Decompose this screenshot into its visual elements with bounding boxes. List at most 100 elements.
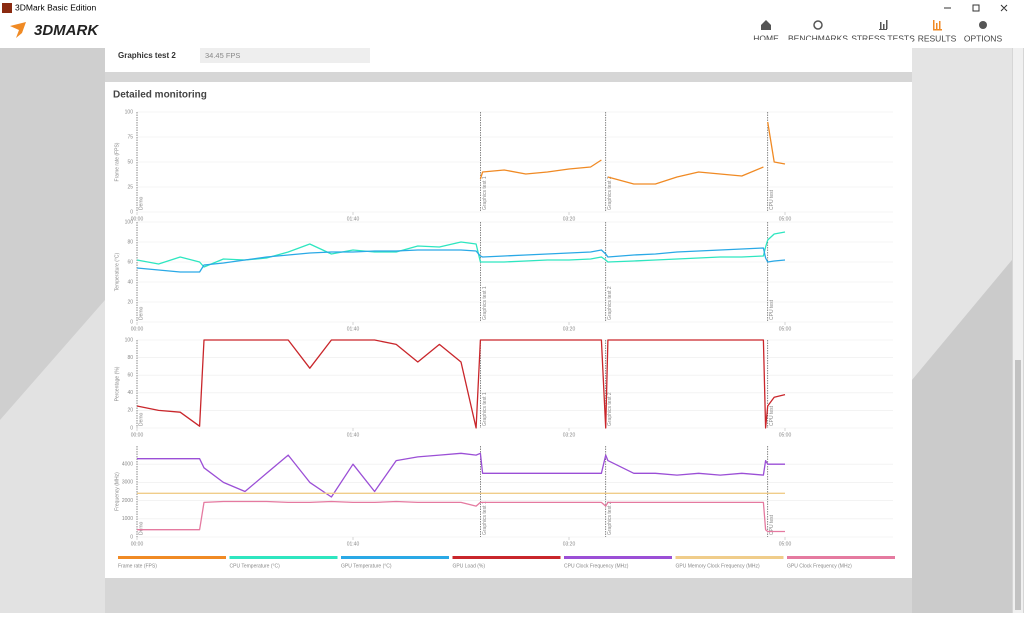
legend-swatch	[452, 556, 561, 559]
legend-swatch	[675, 556, 784, 559]
y-tick-label: 60	[127, 373, 133, 379]
y-tick-label: 3000	[122, 480, 133, 486]
phase-label: Graphics test 1	[482, 176, 488, 210]
y-axis-label: Frequency (MHz)	[114, 472, 120, 511]
x-tick-label: 05:00	[779, 216, 792, 222]
nav-item[interactable]: HOME	[753, 33, 779, 43]
nav-item[interactable]: OPTIONS	[964, 33, 1003, 43]
phase-label: CPU test	[769, 405, 775, 426]
phase-label: Graphics test 2	[607, 176, 613, 210]
y-tick-label: 80	[127, 355, 133, 361]
phase-label: Demo	[138, 412, 144, 426]
nav-icons	[761, 20, 987, 31]
legend-label: GPU Load (%)	[453, 563, 486, 569]
y-tick-label: 80	[127, 239, 133, 245]
phase-label: Graphics test 2	[607, 286, 613, 320]
legend-label: CPU Clock Frequency (MHz)	[564, 563, 629, 569]
phase-label: Graphics test 1	[482, 392, 488, 426]
x-tick-label: 05:00	[779, 326, 792, 332]
x-tick-label: 03:20	[563, 541, 576, 547]
window-controls[interactable]	[944, 4, 1008, 12]
phase-label: Demo	[138, 521, 144, 535]
x-tick-label: 00:00	[131, 432, 144, 438]
x-tick-label: 05:00	[779, 541, 792, 547]
series-line	[137, 452, 785, 498]
phase-label: Demo	[138, 196, 144, 210]
bg-shape	[912, 48, 1012, 380]
y-tick-label: 0	[130, 534, 133, 540]
logo: 3DMARK	[34, 22, 99, 39]
phase-label: Graphics test 1	[482, 286, 488, 320]
y-tick-label: 25	[127, 184, 133, 190]
legend-swatch	[118, 556, 226, 559]
phase-label: Graphics test 2	[607, 392, 613, 426]
result-label: Graphics test 2	[118, 51, 176, 60]
x-tick-label: 00:00	[131, 326, 144, 332]
series-line	[479, 121, 786, 185]
nav-item[interactable]: BENCHMARKS	[788, 33, 848, 43]
monitoring-panel	[105, 82, 912, 578]
legend-label: Frame rate (FPS)	[118, 563, 157, 569]
result-box	[200, 48, 370, 63]
y-tick-label: 100	[125, 219, 134, 225]
series-line	[137, 500, 785, 533]
legend-swatch	[341, 556, 449, 559]
legend-swatch	[229, 556, 338, 559]
legend-swatch	[787, 556, 895, 559]
y-tick-label: 50	[127, 159, 133, 165]
legend-label: GPU Clock Frequency (MHz)	[787, 563, 852, 569]
phase-label: CPU test	[769, 189, 775, 210]
y-axis-label: Percentage (%)	[114, 366, 120, 401]
x-tick-label: 00:00	[131, 216, 144, 222]
x-tick-label: 01:40	[347, 216, 360, 222]
series-line	[136, 339, 786, 429]
y-tick-label: 60	[127, 259, 133, 265]
phase-label: Graphics test 1	[482, 501, 488, 535]
result-value: 34.45 FPS	[205, 51, 240, 60]
y-tick-label: 20	[127, 408, 133, 414]
bg-shape	[912, 260, 1012, 613]
nav-item[interactable]: STRESS TESTS	[851, 33, 915, 43]
legend-swatch	[564, 556, 672, 559]
x-tick-label: 01:40	[347, 432, 360, 438]
phase-label: CPU test	[769, 299, 775, 320]
phase-label: Demo	[138, 306, 144, 320]
legend-label: CPU Temperature (°C)	[230, 563, 281, 569]
y-tick-label: 1000	[122, 516, 133, 522]
logo-mark	[10, 22, 26, 38]
monitoring-title: Detailed monitoring	[113, 90, 207, 101]
nav-item[interactable]: RESULTS	[918, 33, 957, 43]
y-tick-label: 20	[127, 299, 133, 305]
app-icon	[2, 3, 12, 13]
y-tick-label: 40	[127, 279, 133, 285]
x-tick-label: 00:00	[131, 541, 144, 547]
y-axis-label: Temperature (°C)	[114, 252, 120, 291]
phase-label: Graphics test 2	[607, 501, 613, 535]
bg-shape	[0, 48, 105, 420]
scroll-thumb[interactable]	[1015, 360, 1021, 610]
legend-label: GPU Temperature (°C)	[341, 563, 392, 569]
scrollbar[interactable]	[1013, 48, 1023, 613]
x-tick-label: 03:20	[563, 216, 576, 222]
y-tick-label: 2000	[122, 498, 133, 504]
x-tick-label: 01:40	[347, 326, 360, 332]
window-title: 3DMark Basic Edition	[15, 2, 97, 12]
phase-label: CPU test	[769, 514, 775, 535]
y-tick-label: 0	[130, 319, 133, 325]
y-tick-label: 0	[130, 209, 133, 215]
x-tick-label: 03:20	[563, 326, 576, 332]
series-line	[136, 247, 786, 273]
y-axis-label: Frame rate (FPS)	[114, 142, 120, 181]
y-tick-label: 0	[130, 425, 133, 431]
x-tick-label: 01:40	[347, 541, 360, 547]
x-tick-label: 05:00	[779, 432, 792, 438]
bg-shape	[0, 300, 105, 613]
x-tick-label: 03:20	[563, 432, 576, 438]
legend-label: GPU Memory Clock Frequency (MHz)	[676, 563, 761, 569]
y-tick-label: 4000	[122, 462, 133, 468]
y-tick-label: 100	[125, 337, 134, 343]
y-tick-label: 40	[127, 390, 133, 396]
y-tick-label: 100	[125, 109, 134, 115]
